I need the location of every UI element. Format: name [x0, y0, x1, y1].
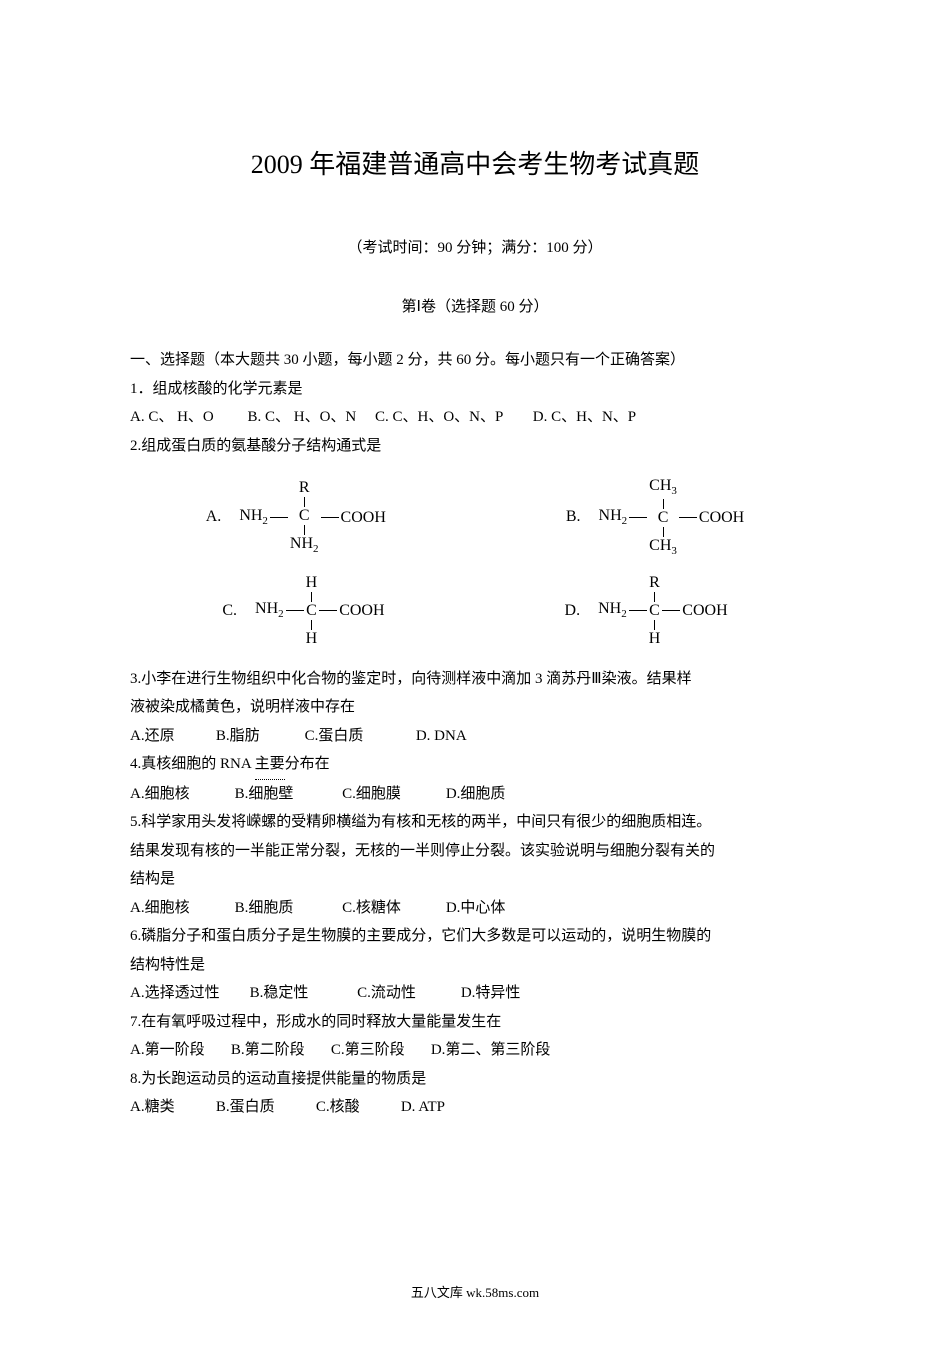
q5-line2: 结果发现有核的一半能正常分裂，无核的一半则停止分裂。该实验说明与细胞分裂有关的: [130, 837, 820, 866]
q6-line2: 结构特性是: [130, 951, 820, 980]
q5-line3: 结构是: [130, 865, 820, 894]
instructions: 一、选择题（本大题共 30 小题，每小题 2 分，共 60 分。每小题只有一个正…: [130, 346, 820, 375]
formula-a-top: R: [299, 480, 310, 496]
formula-d-top: R: [649, 575, 660, 591]
q8-text: 8.为长跑运动员的运动直接提供能量的物质是: [130, 1065, 820, 1094]
q6-options: A.选择透过性 B.稳定性 C.流动性 D.特异性: [130, 979, 820, 1008]
exam-title: 2009 年福建普通高中会考生物考试真题: [130, 140, 820, 189]
q4-options: A.细胞核 B.细胞壁 C.细胞膜 D.细胞质: [130, 780, 820, 809]
q3-options: A.还原 B.脂肪 C.蛋白质 D. DNA: [130, 722, 820, 751]
q6-line1: 6.磷脂分子和蛋白质分子是生物膜的主要成分，它们大多数是可以运动的，说明生物膜的: [130, 922, 820, 951]
q5-options: A.细胞核 B.细胞质 C.核糖体 D.中心体: [130, 894, 820, 923]
formula-c-bottom: H: [306, 631, 318, 647]
q1-text: 1．组成核酸的化学元素是: [130, 375, 820, 404]
content-body: 一、选择题（本大题共 30 小题，每小题 2 分，共 60 分。每小题只有一个正…: [130, 346, 820, 1121]
formula-label-c: C.: [222, 596, 237, 626]
q3-line2: 液被染成橘黄色，说明样液中存在: [130, 693, 820, 722]
q7-text: 7.在有氧呼吸过程中，形成水的同时释放大量能量发生在: [130, 1008, 820, 1037]
exam-subtitle: （考试时间：90 分钟；满分：100 分）: [130, 234, 820, 263]
q2-formula-row1: A. NH2 R C NH2 COOH B.: [130, 478, 820, 556]
q2-text: 2.组成蛋白质的氨基酸分子结构通式是: [130, 432, 820, 461]
q4-text: 4.真核细胞的 RNA 主要分布在: [130, 750, 820, 780]
q4-pre: 4.真核细胞的 RNA: [130, 756, 255, 772]
section-header: 第Ⅰ卷（选择题 60 分）: [130, 293, 820, 322]
q2-option-b: B. NH2 CH3 C CH3 COOH: [566, 478, 744, 556]
q2-formula-row2: C. NH2 H C H COOH D.: [130, 575, 820, 647]
q2-option-d: D. NH2 R C H COOH: [565, 575, 728, 647]
q8-options: A.糖类 B.蛋白质 C.核酸 D. ATP: [130, 1093, 820, 1122]
footer-text: 五八文库 wk.58ms.com: [0, 1281, 950, 1306]
formula-label-a: A.: [206, 502, 222, 532]
q2-option-c: C. NH2 H C H COOH: [222, 575, 384, 647]
formula-d-bottom: H: [649, 631, 661, 647]
formula-label-b: B.: [566, 502, 581, 532]
q4-dotted: 主要: [255, 750, 285, 780]
q2-option-a: A. NH2 R C NH2 COOH: [206, 478, 386, 556]
q3-line1: 3.小李在进行生物组织中化合物的鉴定时，向待测样液中滴加 3 滴苏丹Ⅲ染液。结果…: [130, 665, 820, 694]
q5-line1: 5.科学家用头发将嵘螺的受精卵横缢为有核和无核的两半，中间只有很少的细胞质相连。: [130, 808, 820, 837]
formula-label-d: D.: [565, 596, 581, 626]
q7-options: A.第一阶段 B.第二阶段 C.第三阶段 D.第二、第三阶段: [130, 1036, 820, 1065]
formula-c-top: H: [306, 575, 318, 591]
q4-post: 分布在: [285, 756, 330, 772]
q1-options: A. C、 H、O B. C、 H、O、N C. C、H、O、N、P D. C、…: [130, 403, 820, 432]
